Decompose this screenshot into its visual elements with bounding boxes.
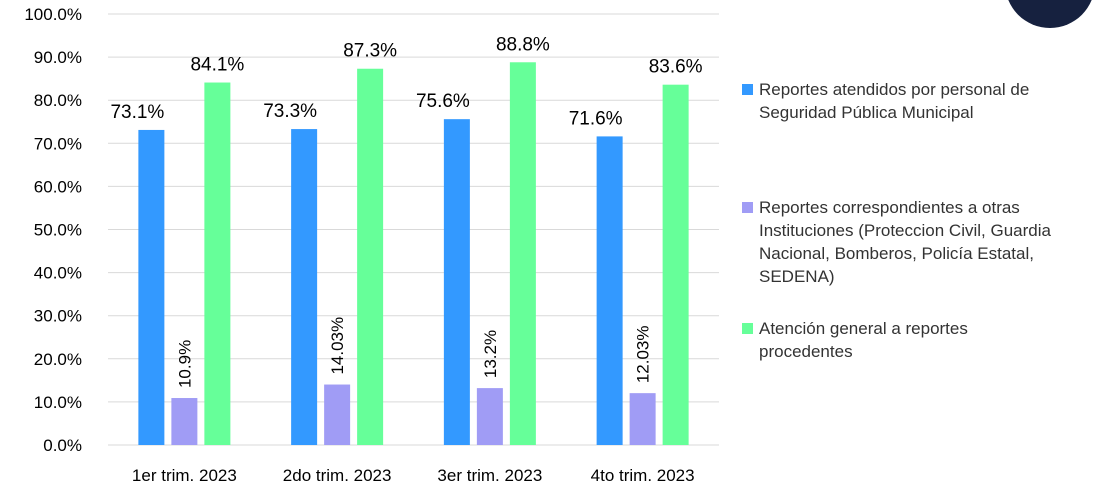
x-tick-label: 3er trim. 2023 (437, 466, 542, 485)
data-label: 14.03% (328, 317, 347, 375)
legend-label: Atención general a reportes procedentes (759, 317, 1099, 363)
legend-swatch (742, 84, 753, 95)
data-label: 13.2% (481, 330, 500, 378)
bar (357, 68, 384, 445)
legend-label-line: SEDENA) (759, 267, 835, 286)
bar-chart: 0.0% 10.0% 20.0% 30.0% 40.0% 50.0% 60.0% 70.0% 8… (24, 5, 719, 485)
legend-label-line: Atención general a reportes (759, 319, 968, 338)
legend-label: Reportes atendidos por personal de Segur… (759, 78, 1099, 124)
bar (204, 82, 231, 446)
data-label: 75.6% (416, 91, 470, 112)
x-tick-label: 2do trim. 2023 (283, 466, 392, 485)
data-label: 12.03% (634, 325, 653, 383)
y-tick-label: 30.0% (34, 307, 82, 326)
bar (171, 398, 198, 445)
data-label: 83.6% (649, 57, 703, 78)
legend-label-line: Instituciones (Proteccion Civil, Guardia (759, 221, 1051, 240)
bar (324, 384, 351, 445)
legend-label-line: Nacional, Bomberos, Policía Estatal, (759, 244, 1034, 263)
data-label: 73.3% (263, 101, 317, 122)
bar (291, 129, 318, 445)
data-label: 88.8% (496, 34, 550, 55)
legend: Reportes atendidos por personal de Segur… (742, 0, 1099, 488)
y-tick-label: 100.0% (24, 5, 82, 24)
data-label: 71.6% (569, 108, 623, 129)
legend-item-atencion-general: Atención general a reportes procedentes (742, 317, 1099, 363)
legend-label-line: Reportes atendidos por personal de (759, 80, 1030, 99)
y-tick-label: 50.0% (34, 221, 82, 240)
y-tick-label: 10.0% (34, 393, 82, 412)
legend-item-otras-instituciones: Reportes correspondientes a otras Instit… (742, 196, 1099, 288)
legend-label-line: Reportes correspondientes a otras (759, 198, 1020, 217)
bar (443, 119, 470, 445)
y-tick-label: 70.0% (34, 134, 82, 153)
bar (138, 129, 165, 445)
x-tick-label: 1er trim. 2023 (132, 466, 237, 485)
data-label: 10.9% (175, 340, 194, 388)
legend-label-line: procedentes (759, 342, 853, 361)
y-tick-label: 40.0% (34, 264, 82, 283)
bar (509, 62, 536, 445)
x-tick-label: 4to trim. 2023 (591, 466, 695, 485)
y-tick-label: 60.0% (34, 177, 82, 196)
y-tick-label: 80.0% (34, 91, 82, 110)
legend-item-municipal: Reportes atendidos por personal de Segur… (742, 78, 1099, 124)
y-tick-label: 20.0% (34, 350, 82, 369)
bar (596, 136, 623, 446)
legend-label: Reportes correspondientes a otras Instit… (759, 196, 1099, 288)
data-label: 73.1% (110, 102, 164, 123)
y-tick-label: 0.0% (43, 436, 82, 455)
bar (662, 84, 689, 446)
legend-swatch (742, 202, 753, 213)
bar (476, 388, 503, 445)
legend-label-line: Seguridad Pública Municipal (759, 103, 974, 122)
bar (629, 393, 656, 445)
data-label: 84.1% (190, 55, 244, 76)
data-label: 87.3% (343, 41, 397, 62)
legend-swatch (742, 323, 753, 334)
y-tick-label: 90.0% (34, 48, 82, 67)
